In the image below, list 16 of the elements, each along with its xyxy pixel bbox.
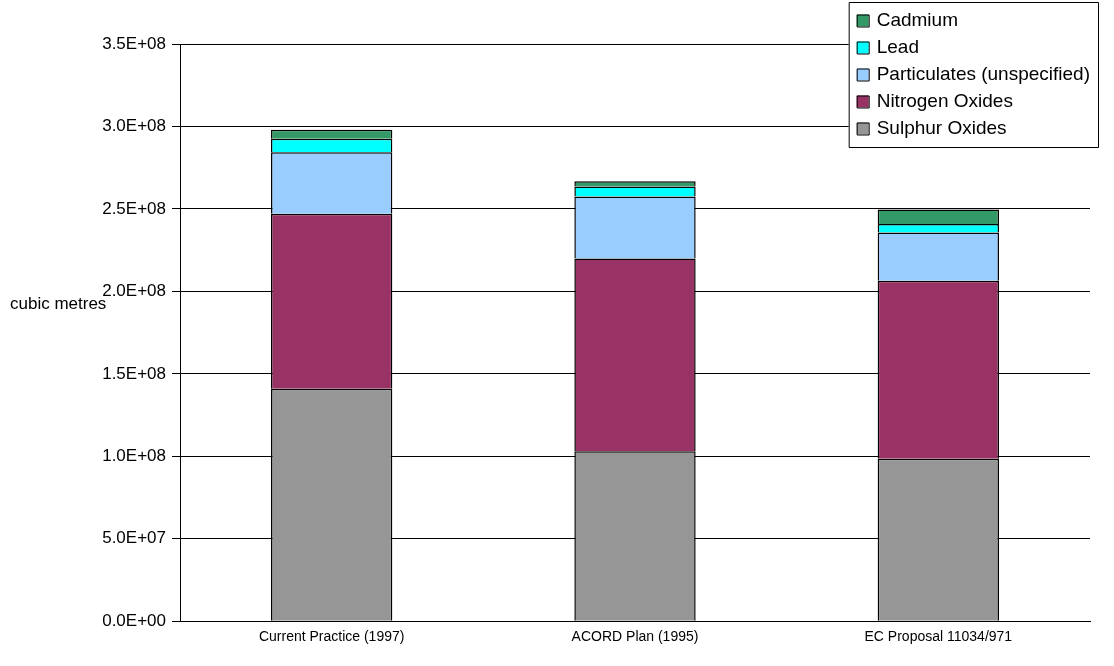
x-tick-label: Current Practice (1997) <box>258 628 405 645</box>
y-tick-label: 2.5E+08 <box>102 198 166 218</box>
y-tick-label: 5.0E+07 <box>102 528 166 548</box>
y-tick-label: 3.0E+08 <box>102 116 166 136</box>
x-tick-label: EC Proposal 11034/971 <box>864 628 1013 645</box>
legend-label: Particulates (unspecified) <box>876 62 1090 84</box>
y-tick-label: 0.0E+00 <box>102 610 166 630</box>
x-tick-label: ACORD Plan (1995) <box>571 628 699 645</box>
legend-label: Cadmium <box>876 8 958 30</box>
y-tick-label: 1.5E+08 <box>102 363 166 383</box>
legend-label: Lead <box>876 35 919 57</box>
y-tick-label: 3.5E+08 <box>102 33 166 53</box>
legend-label: Sulphur Oxides <box>876 116 1007 138</box>
y-tick-label: 1.0E+08 <box>102 445 166 465</box>
legend-label: Nitrogen Oxides <box>876 89 1013 111</box>
y-tick-label: 2.0E+08 <box>102 281 166 301</box>
